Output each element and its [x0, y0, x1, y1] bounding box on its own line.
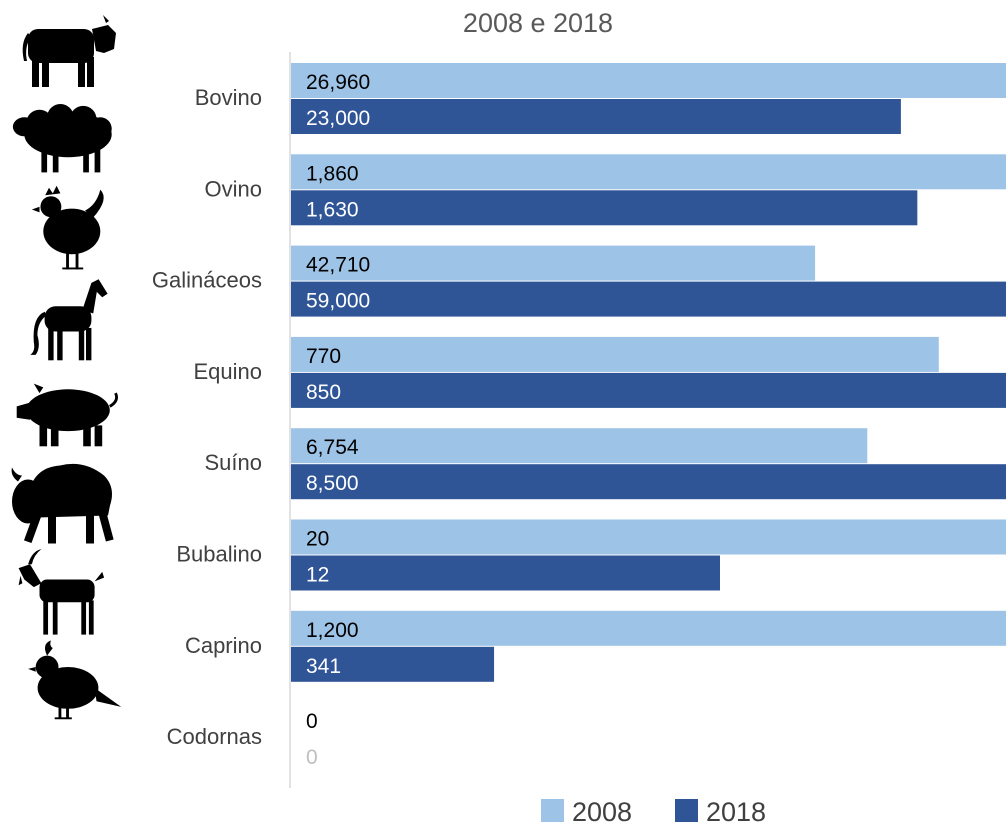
legend-swatch-2018 [675, 799, 698, 822]
data-label-2018-Suíno: 8,500 [306, 472, 359, 495]
data-label-2008-Equino: 770 [306, 345, 341, 368]
category-label-6: Caprino [185, 633, 262, 658]
legend-swatch-2008 [541, 799, 564, 822]
legend: 2008 2018 [541, 797, 766, 825]
bar-2008-Caprino [291, 610, 1006, 646]
bar-2018-Bovino [291, 99, 901, 134]
bar-2008-Ovino [291, 154, 1006, 190]
data-label-2018-Codornas: 0 [306, 746, 318, 769]
category-label-3: Equino [193, 359, 262, 384]
horse-icon [30, 279, 108, 361]
data-label-2018-Bubalino: 12 [306, 564, 329, 587]
category-label-0: Bovino [195, 85, 262, 110]
cow-icon [22, 15, 116, 87]
bar-2008-Bovino [291, 63, 1006, 98]
data-label-2008-Caprino: 1,200 [306, 619, 359, 642]
sheep-icon [12, 104, 112, 173]
pig-icon [15, 382, 119, 448]
data-label-2008-Codornas: 0 [306, 710, 318, 733]
data-label-2018-Ovino: 1,630 [306, 198, 359, 221]
category-label-1: Ovino [205, 176, 262, 201]
bar-2008-Bubalino [291, 519, 1006, 555]
bar-2008-Equino [291, 336, 939, 372]
chicken-icon [31, 185, 104, 270]
category-label-2: Galináceos [152, 268, 262, 293]
data-label-2008-Ovino: 1,860 [306, 162, 359, 185]
data-label-2018-Bovino: 23,000 [306, 107, 370, 130]
quail-icon [28, 640, 122, 720]
bar-2018-Ovino [291, 190, 918, 226]
bar-2018-Caprino [291, 646, 495, 682]
legend-label-2008: 2008 [572, 797, 632, 825]
legend-label-2018: 2018 [706, 797, 766, 825]
category-label-4: Suíno [205, 450, 263, 475]
data-label-2008-Bovino: 26,960 [306, 71, 370, 94]
goat-icon [18, 549, 105, 635]
bison-icon [11, 463, 114, 544]
category-label-7: Codornas [167, 724, 262, 749]
bar-2018-Suíno [291, 464, 1006, 500]
chart-title: 2008 e 2018 [463, 8, 613, 38]
bar-2018-Equino [291, 372, 1006, 408]
bar-2018-Bubalino [291, 555, 720, 591]
bar-2018-Galináceos [291, 281, 1006, 317]
category-label-5: Bubalino [176, 542, 262, 567]
data-label-2018-Galináceos: 59,000 [306, 290, 370, 313]
bar-2008-Suíno [291, 428, 868, 464]
data-label-2018-Equino: 850 [306, 381, 341, 404]
data-label-2008-Suíno: 6,754 [306, 436, 359, 459]
data-label-2008-Galináceos: 42,710 [306, 254, 370, 277]
bar-2008-Galináceos [291, 245, 816, 281]
data-label-2018-Caprino: 341 [306, 655, 341, 678]
data-label-2008-Bubalino: 20 [306, 528, 329, 551]
